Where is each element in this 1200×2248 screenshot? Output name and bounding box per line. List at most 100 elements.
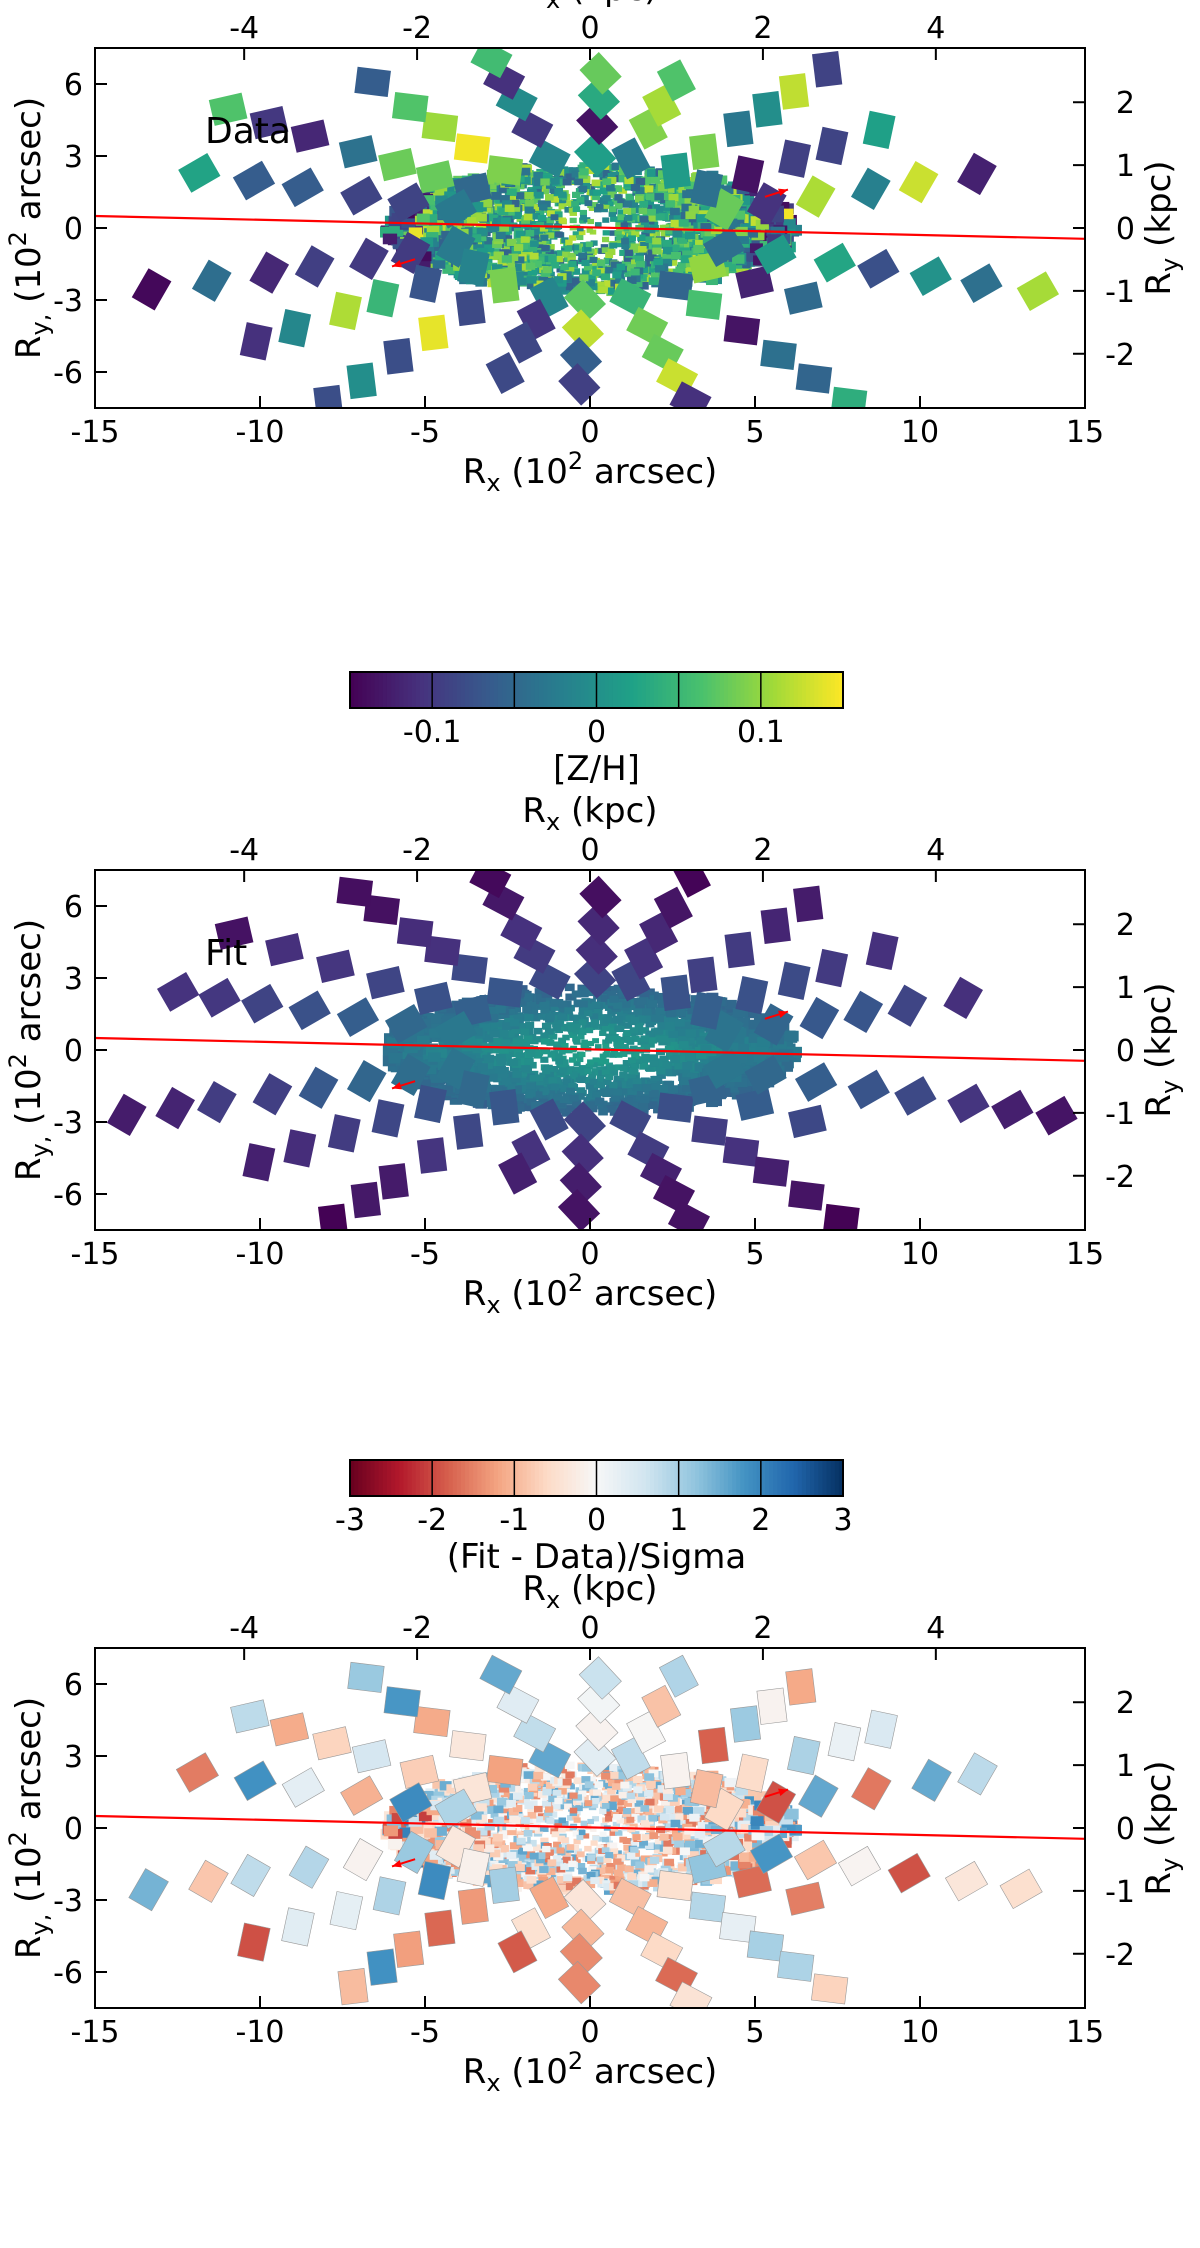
colorbar-swatch (407, 1460, 413, 1496)
x-top-axis-label: Rx (kpc) (522, 1569, 657, 1614)
colorbar-swatch (695, 1460, 701, 1496)
colorbar-swatch (423, 672, 429, 708)
colorbar-swatch (374, 1460, 380, 1496)
colorbar-swatch (822, 672, 828, 708)
colorbar-swatch (469, 1460, 475, 1496)
y-label-exp: 2 (4, 1053, 32, 1068)
x-top-tick-label: -4 (229, 11, 259, 46)
colorbar-swatch (584, 672, 590, 708)
colorbar-swatch (563, 1460, 569, 1496)
colorbar-swatch (649, 672, 655, 708)
colorbar-swatch (452, 1460, 458, 1496)
colorbar-swatch (534, 672, 540, 708)
x-top-axis-label: Rx (kpc) (522, 791, 657, 836)
colorbar-swatch (510, 1460, 516, 1496)
colorbar-swatch (678, 1460, 684, 1496)
colorbar-swatch (469, 672, 475, 708)
x-tick-label: -15 (71, 1237, 120, 1272)
colorbar-swatch (575, 672, 581, 708)
x-top-tick-label: -4 (229, 833, 259, 868)
colorbar-swatch (810, 672, 816, 708)
colorbar-swatch (465, 672, 470, 708)
x-label-sub: x (486, 469, 500, 497)
y-right-label-base: R (1139, 1094, 1179, 1118)
colorbar-swatch (502, 1460, 507, 1496)
colorbar-swatch (752, 672, 758, 708)
colorbar-swatch (707, 672, 713, 708)
colorbar-swatch (682, 672, 688, 708)
colorbar-swatch (366, 672, 372, 708)
colorbar-swatch (497, 672, 503, 708)
y-axis-label: Ry, (102 arcsec) (4, 1697, 54, 1959)
x-axis-label: Rx (102 arcsec) (463, 2047, 718, 2097)
colorbar-swatch (510, 672, 516, 708)
y-tick-label: -3 (53, 284, 83, 319)
y-right-tick-label: 2 (1116, 1686, 1135, 1721)
colorbar-swatch (419, 1460, 425, 1496)
colorbar-swatch (830, 1460, 836, 1496)
x-tick-label: -5 (410, 415, 440, 450)
colorbar-swatch (834, 1460, 840, 1496)
colorbar-swatch (547, 672, 553, 708)
colorbar-swatch (518, 1460, 524, 1496)
colorbar-swatch (571, 672, 577, 708)
y-label-sub: y, (26, 1136, 54, 1158)
x-label-base: R (463, 452, 487, 492)
y-right-label-base: R (1139, 1872, 1179, 1896)
colorbar-swatch (456, 1460, 462, 1496)
colorbar-swatch (399, 1460, 405, 1496)
y-tick-label: 6 (64, 890, 83, 925)
colorbar-tick-label: 1 (669, 1503, 688, 1538)
x-tick-label: 15 (1066, 1237, 1104, 1272)
colorbar-swatch (637, 672, 643, 708)
colorbar-swatch (534, 1460, 540, 1496)
y-tick-label: 0 (64, 212, 83, 247)
colorbar-swatch (793, 1460, 799, 1496)
colorbar-swatch (711, 672, 717, 708)
y-label-sub: y, (26, 314, 54, 336)
colorbar-swatch (399, 672, 405, 708)
colorbar-swatch (460, 1460, 466, 1496)
x-top-label-base: R (522, 1569, 546, 1609)
colorbar-swatch (419, 672, 425, 708)
colorbar-swatch (764, 1460, 770, 1496)
x-tick-label: -10 (236, 1237, 285, 1272)
colorbar-swatch (567, 672, 573, 708)
colorbar-swatch (781, 672, 787, 708)
colorbar-frame (349, 671, 844, 709)
colorbar-swatch (386, 672, 392, 708)
y-tick-label: 6 (64, 68, 83, 103)
colorbar-swatch (489, 1460, 495, 1496)
colorbar-swatch (411, 1460, 417, 1496)
colorbar-swatch (423, 1460, 429, 1496)
colorbar-swatch (522, 672, 528, 708)
colorbar-swatch (559, 672, 565, 708)
arrow-head (392, 259, 402, 268)
colorbar-swatch (391, 1460, 396, 1496)
x-top-tick-label: -4 (229, 1611, 259, 1646)
arrow-head (392, 1081, 402, 1090)
colorbar-label: (Fit - Data)/Sigma (447, 1537, 746, 1577)
colorbar-swatch (415, 672, 421, 708)
x-label-sub: x (486, 1291, 500, 1319)
colorbar-swatch (436, 672, 442, 708)
y-right-tick-label: -2 (1105, 338, 1135, 373)
colorbar-swatch (374, 672, 380, 708)
x-tick-label: 10 (901, 1237, 939, 1272)
colorbar-swatch (403, 672, 409, 708)
map-pixels (131, 48, 1060, 408)
colorbar-swatch (370, 1460, 376, 1496)
y-right-tick-label: 1 (1116, 1749, 1135, 1784)
colorbar-swatch (432, 1460, 438, 1496)
colorbar-swatch (629, 1460, 635, 1496)
colorbar-swatch (407, 672, 413, 708)
colorbar-swatch (621, 1460, 627, 1496)
colorbar-swatch (678, 672, 684, 708)
x-top-tick-label: 0 (580, 1611, 599, 1646)
x-label-base: R (463, 1274, 487, 1314)
colorbar-swatch (715, 672, 721, 708)
arrow-head (778, 1788, 788, 1797)
x-top-axis-label: Rx (kpc) (522, 0, 657, 14)
colorbar-tick-label: -2 (417, 1503, 447, 1538)
